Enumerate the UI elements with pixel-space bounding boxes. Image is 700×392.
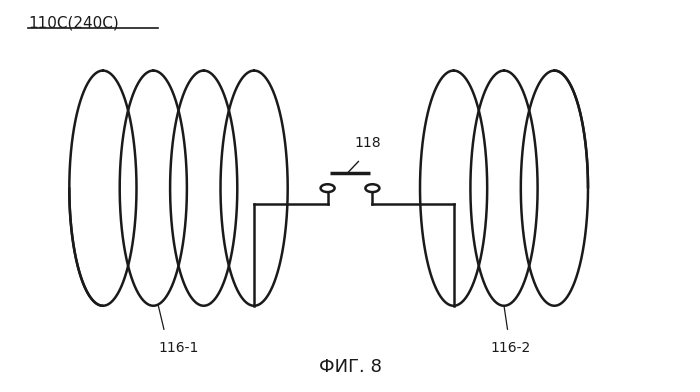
Circle shape [321,184,335,192]
Circle shape [365,184,379,192]
Text: 110C(240C): 110C(240C) [28,16,119,31]
Text: 116-1: 116-1 [158,341,199,355]
Text: 116-2: 116-2 [491,341,531,355]
Text: 118: 118 [354,136,381,150]
Text: ФИГ. 8: ФИГ. 8 [318,358,382,376]
